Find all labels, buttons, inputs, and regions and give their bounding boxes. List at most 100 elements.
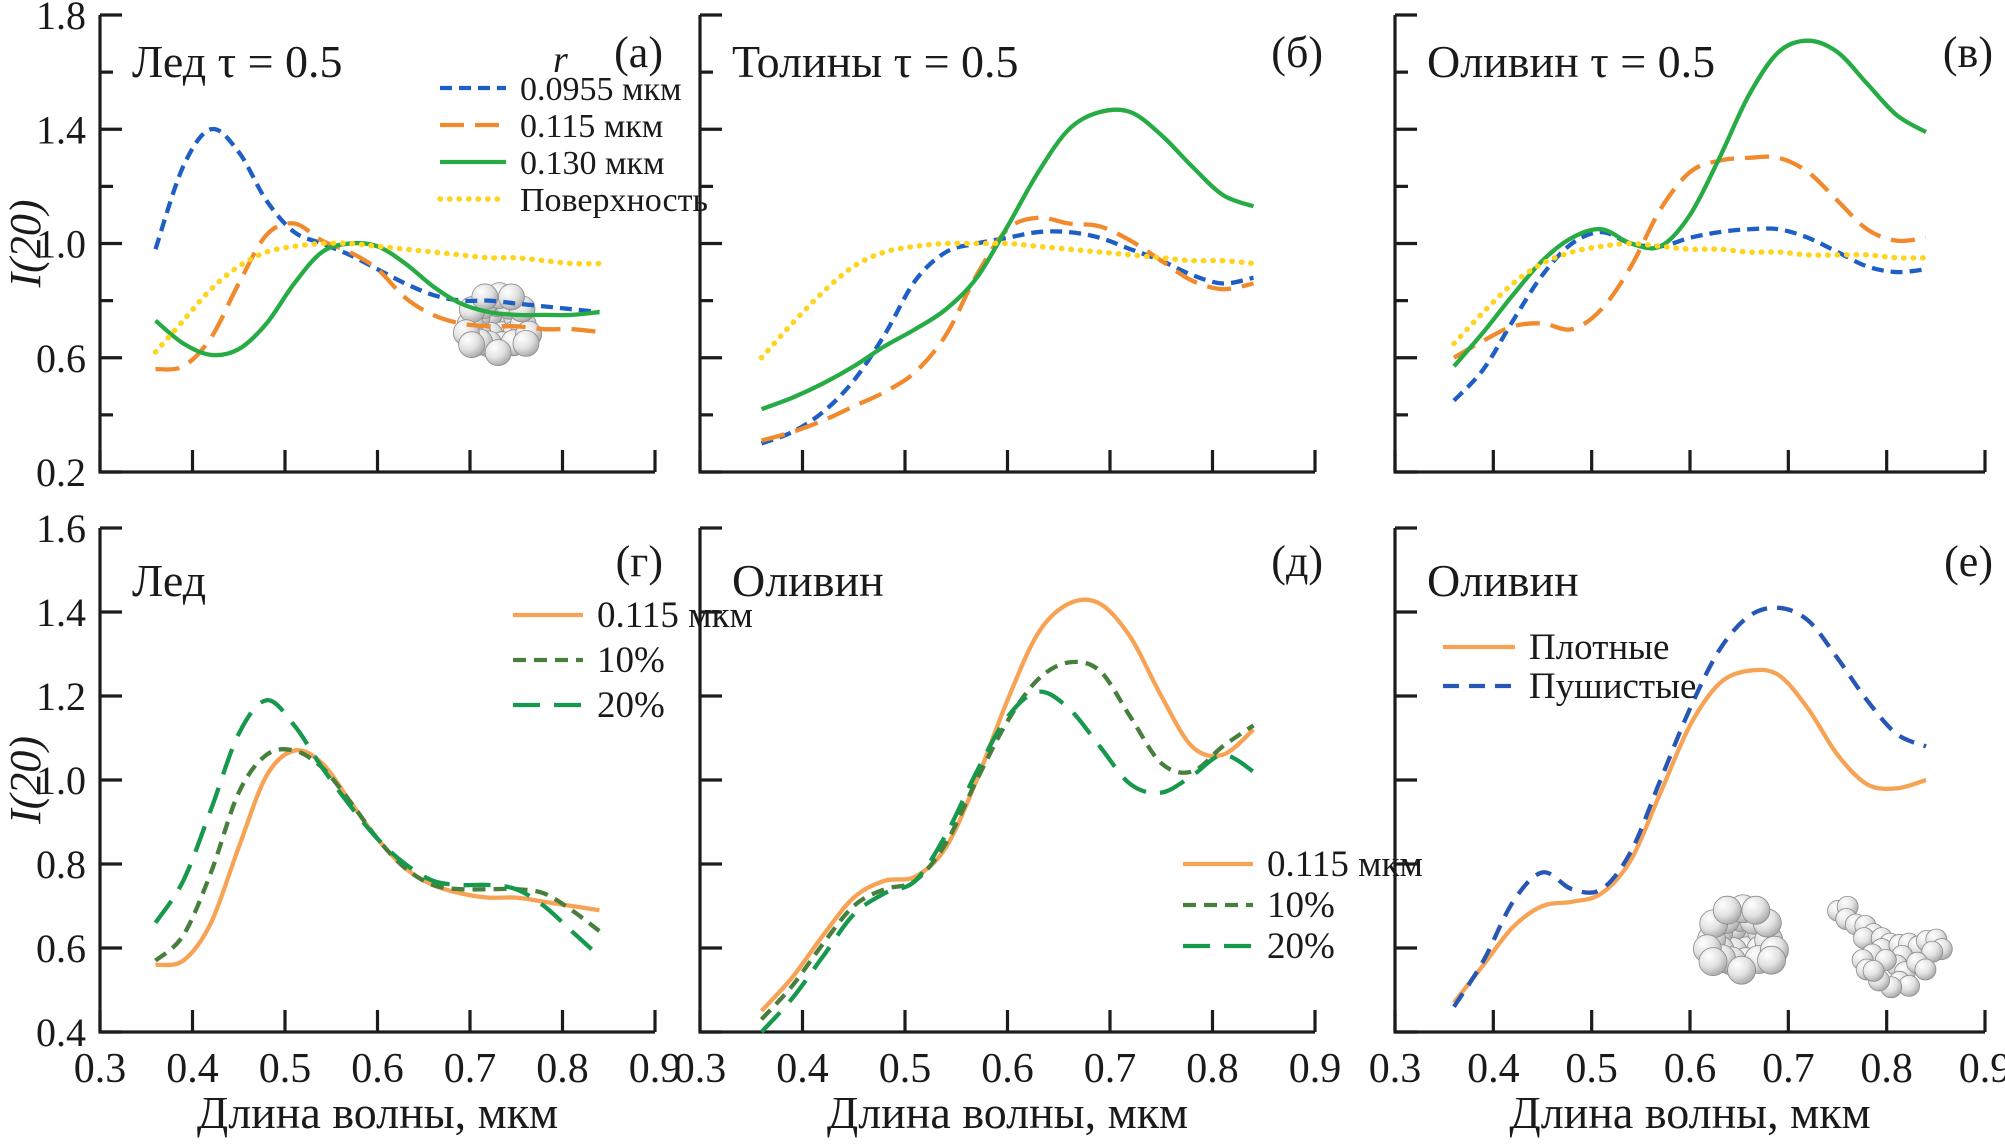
panel-d-curve-0 [759,597,1255,1013]
x-tick-label: 0.3 [1369,1046,1422,1092]
legend-item-label: 20% [1267,926,1335,967]
axes: 0.2 0.6 1.0 1.4 1.8 [36,0,657,495]
panel-v: Оливин τ = 0.5 (в) [1393,13,1993,474]
x-axis-label: Длина волны, мкм [197,1087,558,1138]
y-tick-label: 1.4 [36,590,86,635]
y-tick-label: 1.2 [36,674,86,719]
panel-b-curve-0 [760,229,1254,446]
y-axis-label: I(20) [1,736,50,825]
panel-g-curve-2 [153,698,601,958]
x-axis-label: Длина волны, мкм [827,1087,1188,1138]
y-tick-label: 0.6 [36,336,86,381]
legend-item-label: 10% [1267,885,1335,926]
panel-letter-label: (б) [1271,28,1323,77]
panel-d: 0.3 0.4 0.5 0.6 0.7 0.8 0.9 Оливин (д) 0.115 мкм1… [674,526,1423,1092]
x-tick-label: 0.8 [536,1046,589,1092]
panel-a-curve-2 [154,240,600,358]
panel-letter-label: (г) [616,537,663,586]
legend-item-label: Плотные [1529,627,1669,668]
panel-title: Оливин τ = 0.5 [1427,36,1715,87]
x-tick-label: 0.7 [444,1046,497,1092]
y-tick-label: 1.0 [36,758,86,803]
panel-letter-label: (д) [1271,537,1323,586]
fluffy-particle-cluster-icon [1827,895,1953,999]
axes: 0.3 0.4 0.5 0.6 0.7 0.8 0.9 [1369,526,2005,1092]
x-tick-label: 0.4 [166,1046,219,1092]
compact-particle-cluster-icon [452,282,543,367]
y-tick-label: 1.4 [36,107,86,152]
x-tick-label: 0.8 [1186,1046,1239,1092]
panel-title: Оливин [1427,555,1579,606]
x-tick-label: 0.9 [629,1046,682,1092]
legend-item-label: 0.0955 мкм [520,71,682,108]
x-tick-label: 0.9 [1289,1046,1342,1092]
panel-letter-label: (в) [1943,28,1993,77]
x-tick-label: 0.4 [776,1046,829,1092]
x-tick-label: 0.6 [1664,1046,1717,1092]
x-tick-label: 0.4 [1467,1046,1520,1092]
panel-b: Толины τ = 0.5 (б) [698,13,1323,474]
legend-item-label: 0.115 мкм [597,595,753,636]
panel-a-curve-0 [153,126,600,315]
x-tick-label: 0.6 [981,1046,1034,1092]
y-axis-label: I(20) [1,200,50,289]
x-axis-label: Длина волны, мкм [1509,1087,1870,1138]
panel-a-curve-1 [155,221,600,372]
panel-b-curve-2 [760,107,1255,412]
panel-g-curve-0 [155,748,600,968]
legend-item-label: 10% [597,640,665,681]
y-tick-label: 1.8 [36,0,86,38]
legend-item-label: 0.115 мкм [520,108,663,145]
panel-e: 0.3 0.4 0.5 0.6 0.7 0.8 0.9 Оливин (е) ПлотныеПуш… [1369,526,2005,1092]
panel-e-curve-1 [1452,605,1927,1008]
axes [1393,13,1987,474]
y-tick-label: 0.6 [36,926,86,971]
y-tick-label: 1.6 [36,506,86,551]
panel-g: 0.40.60.81.01.21.41.60.3 0.4 0.5 0.6 0.7 0.8 0… [36,506,753,1092]
panel-v-curve-1 [1452,154,1927,360]
y-tick-label: 0.4 [36,1010,86,1055]
panel-title: Лед [132,555,206,606]
x-tick-label: 0.8 [1860,1046,1913,1092]
legend-item-label: 20% [597,685,665,726]
x-tick-label: 0.5 [879,1046,932,1092]
panel-d-curve-1 [759,659,1255,1021]
legend-item-label: 0.130 мкм [520,145,665,182]
axes: 0.3 0.4 0.5 0.6 0.7 0.8 0.9 [674,526,1342,1092]
y-tick-label: 0.2 [36,450,86,495]
panel-b-curve-1 [760,215,1254,443]
panel-letter-label: (е) [1944,537,1993,586]
x-tick-label: 0.5 [259,1046,312,1092]
x-tick-label: 0.6 [351,1046,404,1092]
panel-title: Лед τ = 0.5 [132,36,343,87]
legend-item-label: Поверхность [520,182,708,219]
x-tick-label: 0.7 [1084,1046,1137,1092]
panel-b-curve-3 [758,240,1257,361]
x-tick-label: 0.3 [74,1046,127,1092]
panel-g-curve-1 [154,747,601,963]
panel-v-curve-3 [1451,240,1929,347]
x-tick-label: 0.3 [674,1046,727,1092]
y-tick-label: 0.8 [36,842,86,887]
panel-e-curve-0 [1452,667,1927,1004]
y-tick-label: 1.0 [36,222,86,267]
panel-v-curve-2 [1452,38,1928,368]
axes [698,13,1317,474]
axes: 0.40.60.81.01.21.41.60.3 0.4 0.5 0.6 0.7 0.8 0… [36,506,681,1092]
x-tick-label: 0.5 [1565,1046,1618,1092]
panel-title: Оливин [732,555,884,606]
x-tick-label: 0.7 [1762,1046,1815,1092]
x-tick-label: 0.9 [1959,1046,2005,1092]
compact-particle-cluster-icon [1692,894,1789,985]
panel-d-curve-2 [759,689,1255,1034]
legend-title: r [553,39,568,81]
panel-a-curve-3 [152,240,603,355]
panel-title: Толины τ = 0.5 [732,36,1019,87]
